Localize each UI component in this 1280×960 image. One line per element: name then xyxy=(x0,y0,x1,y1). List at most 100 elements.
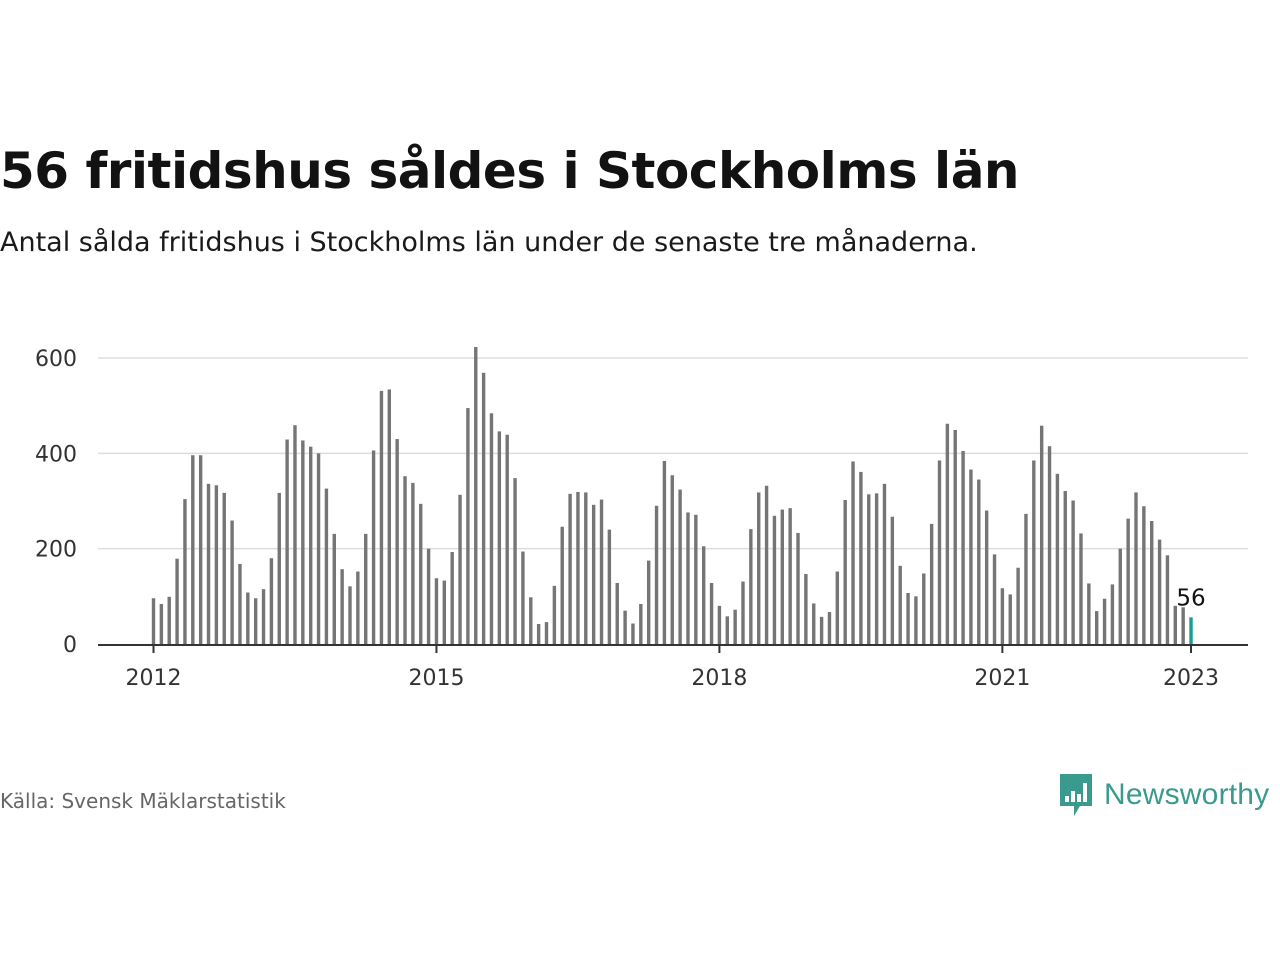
bar xyxy=(1071,500,1075,644)
y-tick-label: 600 xyxy=(35,347,77,372)
bar xyxy=(183,499,187,644)
bar xyxy=(591,504,596,644)
bar xyxy=(403,476,407,644)
bar xyxy=(529,597,533,644)
bar xyxy=(560,526,564,644)
bar xyxy=(426,548,431,644)
brand-logo: Newsworthy xyxy=(1058,772,1269,818)
bar xyxy=(867,494,871,644)
bar xyxy=(285,439,289,644)
bar xyxy=(725,616,729,644)
highlight-value-label: 56 xyxy=(1176,585,1205,611)
bar xyxy=(984,510,989,644)
bar xyxy=(253,598,258,644)
bar xyxy=(474,347,478,644)
bar xyxy=(1000,588,1005,644)
bar xyxy=(521,551,525,644)
bar xyxy=(804,573,808,644)
source-note: Källa: Svensk Mäklarstatistik xyxy=(0,789,286,813)
bar xyxy=(356,571,360,644)
axes: 0 200 400 600 2012 2015 2018 2021 2023 56 xyxy=(35,347,1248,691)
bar xyxy=(890,516,895,644)
bar xyxy=(599,499,604,644)
bar xyxy=(1181,607,1185,644)
bar xyxy=(206,483,211,644)
bar xyxy=(269,558,274,644)
bar xyxy=(198,455,203,644)
bar xyxy=(214,485,219,644)
bar xyxy=(694,514,698,644)
bar xyxy=(969,469,973,644)
bar xyxy=(615,582,619,644)
bar xyxy=(481,372,486,644)
bar xyxy=(1079,533,1083,644)
bar xyxy=(654,505,659,644)
bar xyxy=(450,552,454,644)
bar xyxy=(843,500,847,644)
bar xyxy=(1032,460,1036,644)
bar xyxy=(780,509,784,644)
y-tick-label: 0 xyxy=(63,633,77,658)
bar xyxy=(914,596,918,644)
bar xyxy=(1024,513,1028,644)
bar xyxy=(584,492,588,644)
bar xyxy=(167,596,171,644)
bar xyxy=(623,610,627,644)
bar xyxy=(246,592,250,644)
bar xyxy=(607,529,612,644)
bar xyxy=(230,520,234,644)
bar xyxy=(191,455,195,644)
bar xyxy=(419,503,423,644)
bar xyxy=(442,580,447,644)
bar xyxy=(324,488,329,644)
x-tick-label: 2015 xyxy=(408,666,464,691)
x-tick-label: 2018 xyxy=(691,666,747,691)
brand-name: Newsworthy xyxy=(1104,778,1270,811)
bar xyxy=(670,475,674,644)
bar xyxy=(387,389,391,644)
bar xyxy=(1134,492,1138,644)
bar xyxy=(764,485,769,644)
bar xyxy=(293,425,297,644)
bar xyxy=(1142,506,1146,644)
bar xyxy=(1016,567,1020,644)
bar xyxy=(1165,555,1170,644)
bar xyxy=(434,578,439,644)
bar xyxy=(159,603,164,644)
y-tick-label: 400 xyxy=(35,442,77,467)
bar-series xyxy=(151,347,1193,644)
bar xyxy=(1087,583,1091,644)
bar xyxy=(340,569,344,644)
bar xyxy=(497,431,502,644)
chart-title: 56 fritidshus såldes i Stockholms län xyxy=(0,142,1020,200)
bar xyxy=(639,603,643,644)
bar xyxy=(301,440,305,644)
bar xyxy=(568,493,572,644)
bar xyxy=(1118,548,1122,644)
bar xyxy=(261,589,266,644)
bar xyxy=(316,453,321,644)
bar xyxy=(772,515,777,644)
bar xyxy=(1157,539,1162,644)
bar xyxy=(757,492,761,644)
bar xyxy=(1039,425,1044,644)
bar xyxy=(1102,598,1107,644)
bar xyxy=(544,622,549,644)
bar xyxy=(379,390,384,644)
bar xyxy=(937,460,942,644)
bar xyxy=(576,491,580,644)
bar xyxy=(851,461,855,644)
y-tick-label: 200 xyxy=(35,538,77,563)
bar xyxy=(702,546,706,644)
bar xyxy=(277,492,281,644)
bar xyxy=(1110,584,1115,644)
bar xyxy=(788,508,792,644)
bar xyxy=(513,478,517,644)
bar xyxy=(332,533,336,644)
bar xyxy=(371,450,376,644)
bar xyxy=(859,471,863,644)
newsworthy-logo-icon xyxy=(1060,774,1092,816)
bar xyxy=(489,413,494,644)
bar xyxy=(1008,594,1012,644)
bar xyxy=(922,573,926,644)
